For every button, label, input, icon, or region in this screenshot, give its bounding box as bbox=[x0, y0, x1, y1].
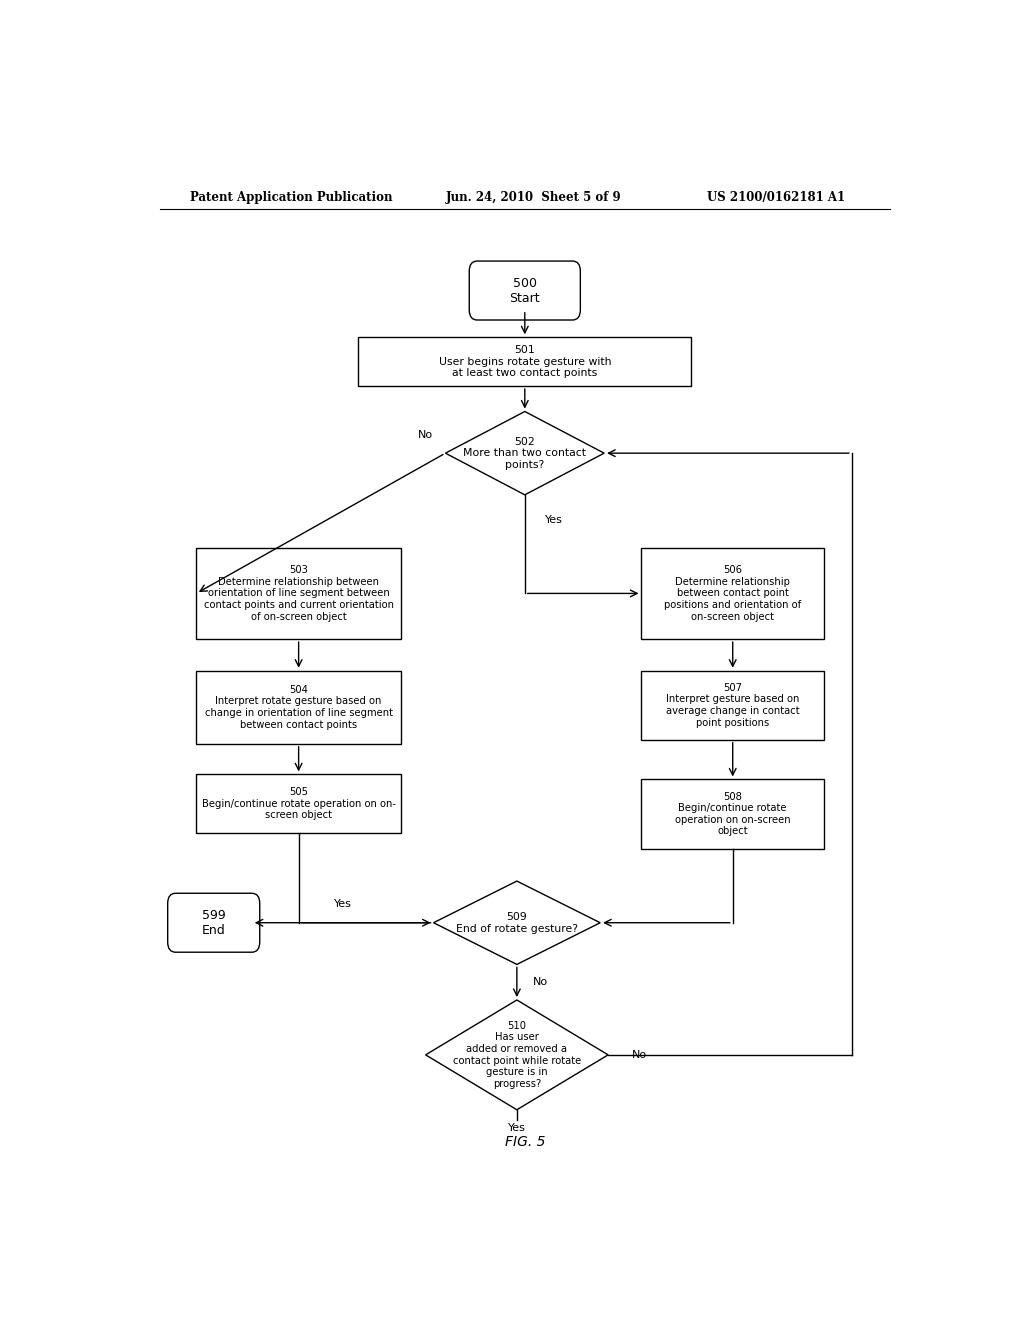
Bar bbox=[641, 671, 824, 739]
FancyBboxPatch shape bbox=[469, 261, 581, 319]
Text: No: No bbox=[532, 977, 548, 987]
Text: Yes: Yes bbox=[334, 899, 351, 909]
Text: 500
Start: 500 Start bbox=[510, 276, 540, 305]
Text: 503
Determine relationship between
orientation of line segment between
contact p: 503 Determine relationship between orien… bbox=[204, 565, 393, 622]
Text: 502
More than two contact
points?: 502 More than two contact points? bbox=[463, 437, 587, 470]
FancyBboxPatch shape bbox=[168, 894, 260, 952]
Polygon shape bbox=[433, 880, 600, 965]
Polygon shape bbox=[445, 412, 604, 495]
Text: 510
Has user
added or removed a
contact point while rotate
gesture is in
progres: 510 Has user added or removed a contact … bbox=[453, 1020, 581, 1089]
Text: No: No bbox=[418, 430, 433, 440]
Bar bbox=[641, 548, 824, 639]
Text: 505
Begin/continue rotate operation on on-
screen object: 505 Begin/continue rotate operation on o… bbox=[202, 787, 395, 821]
Text: Jun. 24, 2010  Sheet 5 of 9: Jun. 24, 2010 Sheet 5 of 9 bbox=[445, 190, 622, 203]
Text: 599
End: 599 End bbox=[202, 908, 225, 937]
Bar bbox=[197, 671, 401, 744]
Bar bbox=[197, 548, 401, 639]
Text: 509
End of rotate gesture?: 509 End of rotate gesture? bbox=[456, 912, 578, 933]
Text: 508
Begin/continue rotate
operation on on-screen
object: 508 Begin/continue rotate operation on o… bbox=[675, 792, 791, 837]
Text: 504
Interpret rotate gesture based on
change in orientation of line segment
betw: 504 Interpret rotate gesture based on ch… bbox=[205, 685, 392, 730]
Text: 506
Determine relationship
between contact point
positions and orientation of
on: 506 Determine relationship between conta… bbox=[665, 565, 802, 622]
Text: 507
Interpret gesture based on
average change in contact
point positions: 507 Interpret gesture based on average c… bbox=[666, 682, 800, 727]
Bar bbox=[197, 775, 401, 833]
Text: Yes: Yes bbox=[545, 515, 562, 525]
Text: FIG. 5: FIG. 5 bbox=[505, 1135, 545, 1150]
Text: Patent Application Publication: Patent Application Publication bbox=[189, 190, 392, 203]
Bar bbox=[641, 779, 824, 849]
Text: Yes: Yes bbox=[508, 1123, 525, 1133]
Text: US 2100/0162181 A1: US 2100/0162181 A1 bbox=[708, 190, 846, 203]
Text: 501
User begins rotate gesture with
at least two contact points: 501 User begins rotate gesture with at l… bbox=[438, 345, 611, 379]
Text: No: No bbox=[632, 1049, 647, 1060]
Bar bbox=[358, 338, 691, 385]
Polygon shape bbox=[426, 1001, 608, 1110]
